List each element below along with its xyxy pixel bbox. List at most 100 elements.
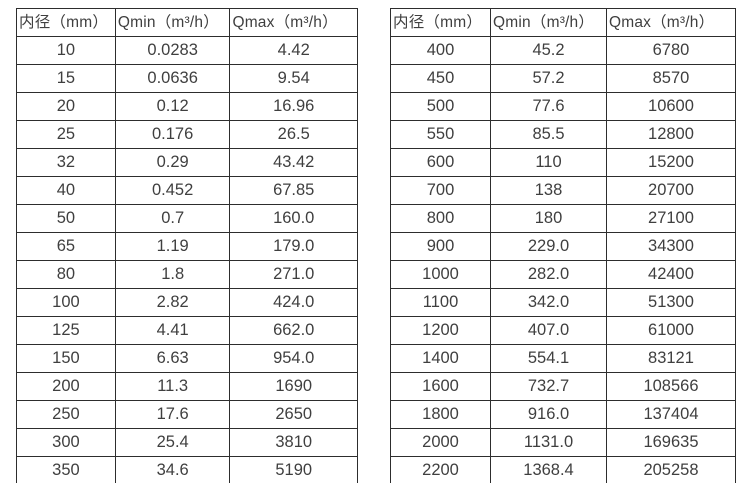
table-cell: 2000 <box>389 428 492 457</box>
table-cell: 100 <box>16 288 116 317</box>
column-header: Qmax（m³/h） <box>229 8 358 37</box>
flow-table-small-diameters: 内径（mm） Qmin（m³/h） Qmax（m³/h） 10 0.0283 4.42 1… <box>16 8 358 483</box>
table-row: 600 110 15200 <box>389 148 737 177</box>
column-header: 内径（mm） <box>389 8 492 37</box>
table-cell: 205258 <box>605 456 737 483</box>
table-cell: 8570 <box>605 64 737 93</box>
table-cell: 342.0 <box>490 288 607 317</box>
table-cell: 1.8 <box>114 260 231 289</box>
table-row: 350 34.6 5190 <box>16 456 358 483</box>
table-cell: 26.5 <box>229 120 358 149</box>
table-row: 50 0.7 160.0 <box>16 204 358 233</box>
table-cell: 250 <box>16 400 116 429</box>
column-header: 内径（mm） <box>16 8 116 37</box>
table-cell: 954.0 <box>229 344 358 373</box>
table-cell: 160.0 <box>229 204 358 233</box>
table-header-row: 内径（mm） Qmin（m³/h） Qmax（m³/h） <box>389 8 737 37</box>
table-row: 1000 282.0 42400 <box>389 260 737 289</box>
table-row: 900 229.0 34300 <box>389 232 737 261</box>
table-cell: 15200 <box>605 148 737 177</box>
table-cell: 17.6 <box>114 400 231 429</box>
table-cell: 12800 <box>605 120 737 149</box>
table-cell: 550 <box>389 120 492 149</box>
table-cell: 15 <box>16 64 116 93</box>
table-cell: 1400 <box>389 344 492 373</box>
table-cell: 27100 <box>605 204 737 233</box>
table-row: 150 6.63 954.0 <box>16 344 358 373</box>
table-cell: 2.82 <box>114 288 231 317</box>
table-cell: 5190 <box>229 456 358 483</box>
table-cell: 43.42 <box>229 148 358 177</box>
table-row: 10 0.0283 4.42 <box>16 36 358 65</box>
table-cell: 500 <box>389 92 492 121</box>
table-cell: 0.12 <box>114 92 231 121</box>
table-cell: 2650 <box>229 400 358 429</box>
table-cell: 25 <box>16 120 116 149</box>
table-cell: 61000 <box>605 316 737 345</box>
table-cell: 0.7 <box>114 204 231 233</box>
table-cell: 662.0 <box>229 316 358 345</box>
table-cell: 0.29 <box>114 148 231 177</box>
table-header-row: 内径（mm） Qmin（m³/h） Qmax（m³/h） <box>16 8 358 37</box>
table-cell: 150 <box>16 344 116 373</box>
table-cell: 900 <box>389 232 492 261</box>
table-cell: 51300 <box>605 288 737 317</box>
table-row: 200 11.3 1690 <box>16 372 358 401</box>
table-cell: 450 <box>389 64 492 93</box>
table-cell: 125 <box>16 316 116 345</box>
table-cell: 110 <box>490 148 607 177</box>
table-cell: 0.0283 <box>114 36 231 65</box>
table-row: 250 17.6 2650 <box>16 400 358 429</box>
table-cell: 229.0 <box>490 232 607 261</box>
table-row: 450 57.2 8570 <box>389 64 737 93</box>
table-cell: 20 <box>16 92 116 121</box>
table-cell: 179.0 <box>229 232 358 261</box>
table-cell: 300 <box>16 428 116 457</box>
table-cell: 271.0 <box>229 260 358 289</box>
table-row: 100 2.82 424.0 <box>16 288 358 317</box>
header-row: 内径（mm） Qmin（m³/h） Qmax（m³/h） <box>389 8 737 37</box>
table-row: 1600 732.7 108566 <box>389 372 737 401</box>
table-cell: 50 <box>16 204 116 233</box>
flow-table-large-diameters: 内径（mm） Qmin（m³/h） Qmax（m³/h） 400 45.2 6780 45… <box>389 8 737 483</box>
table-cell: 1100 <box>389 288 492 317</box>
table-cell: 2200 <box>389 456 492 483</box>
table-cell: 282.0 <box>490 260 607 289</box>
table-cell: 1.19 <box>114 232 231 261</box>
table-cell: 3810 <box>229 428 358 457</box>
table-cell: 200 <box>16 372 116 401</box>
table-cell: 10 <box>16 36 116 65</box>
table-cell: 4.42 <box>229 36 358 65</box>
table-row: 15 0.0636 9.54 <box>16 64 358 93</box>
table-row: 1400 554.1 83121 <box>389 344 737 373</box>
table-cell: 32 <box>16 148 116 177</box>
table-cell: 138 <box>490 176 607 205</box>
table-cell: 40 <box>16 176 116 205</box>
table-cell: 350 <box>16 456 116 483</box>
table-row: 300 25.4 3810 <box>16 428 358 457</box>
table-cell: 1600 <box>389 372 492 401</box>
table-row: 80 1.8 271.0 <box>16 260 358 289</box>
table-cell: 137404 <box>605 400 737 429</box>
table-cell: 6.63 <box>114 344 231 373</box>
table-cell: 0.0636 <box>114 64 231 93</box>
table-cell: 25.4 <box>114 428 231 457</box>
table-cell: 407.0 <box>490 316 607 345</box>
table-row: 800 180 27100 <box>389 204 737 233</box>
table-row: 2200 1368.4 205258 <box>389 456 737 483</box>
table-cell: 108566 <box>605 372 737 401</box>
table-row: 2000 1131.0 169635 <box>389 428 737 457</box>
table-row: 400 45.2 6780 <box>389 36 737 65</box>
table-body: 10 0.0283 4.42 15 0.0636 9.54 20 0.12 16.96 25 0.1… <box>16 36 358 483</box>
table-cell: 400 <box>389 36 492 65</box>
column-header: Qmin（m³/h） <box>490 8 607 37</box>
table-row: 40 0.452 67.85 <box>16 176 358 205</box>
table-row: 500 77.6 10600 <box>389 92 737 121</box>
table-row: 125 4.41 662.0 <box>16 316 358 345</box>
table-row: 1100 342.0 51300 <box>389 288 737 317</box>
table-cell: 57.2 <box>490 64 607 93</box>
table-cell: 10600 <box>605 92 737 121</box>
table-cell: 77.6 <box>490 92 607 121</box>
table-cell: 600 <box>389 148 492 177</box>
